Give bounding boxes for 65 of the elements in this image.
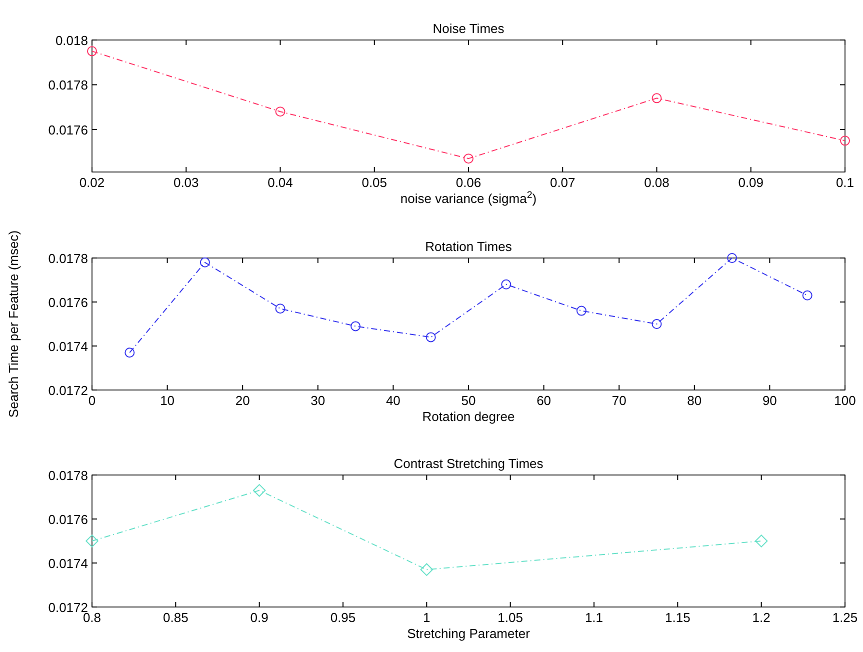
x-tick-label: 40 bbox=[386, 393, 400, 408]
x-tick-label: 0.85 bbox=[163, 610, 188, 625]
x-tick-label: 1.05 bbox=[498, 610, 523, 625]
x-tick-label: 50 bbox=[461, 393, 476, 408]
chart-title: Contrast Stretching Times bbox=[394, 456, 544, 471]
y-tick-label: 0.0176 bbox=[48, 512, 88, 527]
x-tick-label: 0.07 bbox=[550, 175, 576, 190]
point bbox=[802, 290, 812, 300]
y-tick-label: 0.018 bbox=[55, 33, 88, 48]
x-tick-label: 0.9 bbox=[250, 610, 268, 625]
x-tick-label: 0.04 bbox=[268, 175, 293, 190]
x-axis-title: Rotation degree bbox=[422, 409, 515, 424]
x-tick-label: 0.05 bbox=[362, 175, 388, 190]
y-tick-label: 0.0174 bbox=[48, 556, 88, 571]
x-tick-label: 0 bbox=[88, 393, 96, 408]
y-tick-label: 0.0176 bbox=[48, 295, 88, 310]
x-tick-label: 70 bbox=[612, 393, 626, 408]
x-tick-label: 1.2 bbox=[752, 610, 770, 625]
point bbox=[252, 484, 266, 497]
point bbox=[350, 321, 361, 332]
x-tick-label: 0.02 bbox=[79, 175, 105, 190]
x-tick-label: 90 bbox=[762, 393, 777, 408]
y-tick-label: 0.0178 bbox=[48, 251, 88, 266]
point bbox=[840, 136, 850, 146]
point bbox=[576, 306, 586, 316]
x-tick-label: 100 bbox=[834, 393, 856, 408]
chart-title: Rotation Times bbox=[425, 239, 512, 254]
point bbox=[754, 534, 768, 548]
x-axis-title: Stretching Parameter bbox=[407, 626, 531, 641]
point bbox=[124, 348, 135, 358]
x-tick-label: 30 bbox=[310, 393, 326, 408]
x-tick-label: 80 bbox=[687, 393, 702, 408]
point bbox=[464, 154, 474, 164]
point bbox=[426, 332, 436, 342]
chart-title: Noise Times bbox=[432, 21, 505, 36]
x-tick-label: 0.08 bbox=[644, 175, 670, 190]
x-tick-label: 1.25 bbox=[832, 610, 858, 625]
point bbox=[86, 534, 98, 548]
x-tick-label: 1.1 bbox=[584, 610, 604, 625]
x-tick-label: 10 bbox=[160, 393, 175, 408]
y-tick-label: 0.0172 bbox=[48, 383, 88, 398]
y-axis-title: Search Time per Feature (msec) bbox=[6, 230, 21, 418]
x-tick-label: 0.1 bbox=[836, 175, 854, 190]
x-tick-label: 0.06 bbox=[456, 175, 482, 190]
y-tick-label: 0.0178 bbox=[48, 468, 88, 483]
x-axis-title: noise variance (sigma$^{2}$) bbox=[400, 190, 537, 206]
y-tick-label: 0.0176 bbox=[48, 122, 88, 138]
point bbox=[501, 279, 512, 290]
x-tick-label: 1.15 bbox=[665, 610, 690, 625]
x-tick-label: 0.03 bbox=[173, 175, 199, 190]
point bbox=[652, 93, 662, 104]
point bbox=[275, 304, 286, 314]
point bbox=[200, 257, 210, 268]
y-tick-label: 0.0174 bbox=[48, 339, 88, 354]
x-tick-label: 60 bbox=[536, 393, 552, 408]
point bbox=[727, 253, 738, 263]
x-tick-label: 20 bbox=[235, 393, 250, 408]
x-tick-label: 0.95 bbox=[330, 610, 356, 625]
x-tick-label: 1 bbox=[423, 610, 430, 625]
point bbox=[87, 46, 97, 56]
y-tick-label: 0.0178 bbox=[48, 78, 88, 93]
point bbox=[652, 319, 662, 329]
point bbox=[275, 106, 286, 117]
x-tick-label: 0.09 bbox=[738, 175, 764, 190]
point bbox=[420, 563, 434, 576]
